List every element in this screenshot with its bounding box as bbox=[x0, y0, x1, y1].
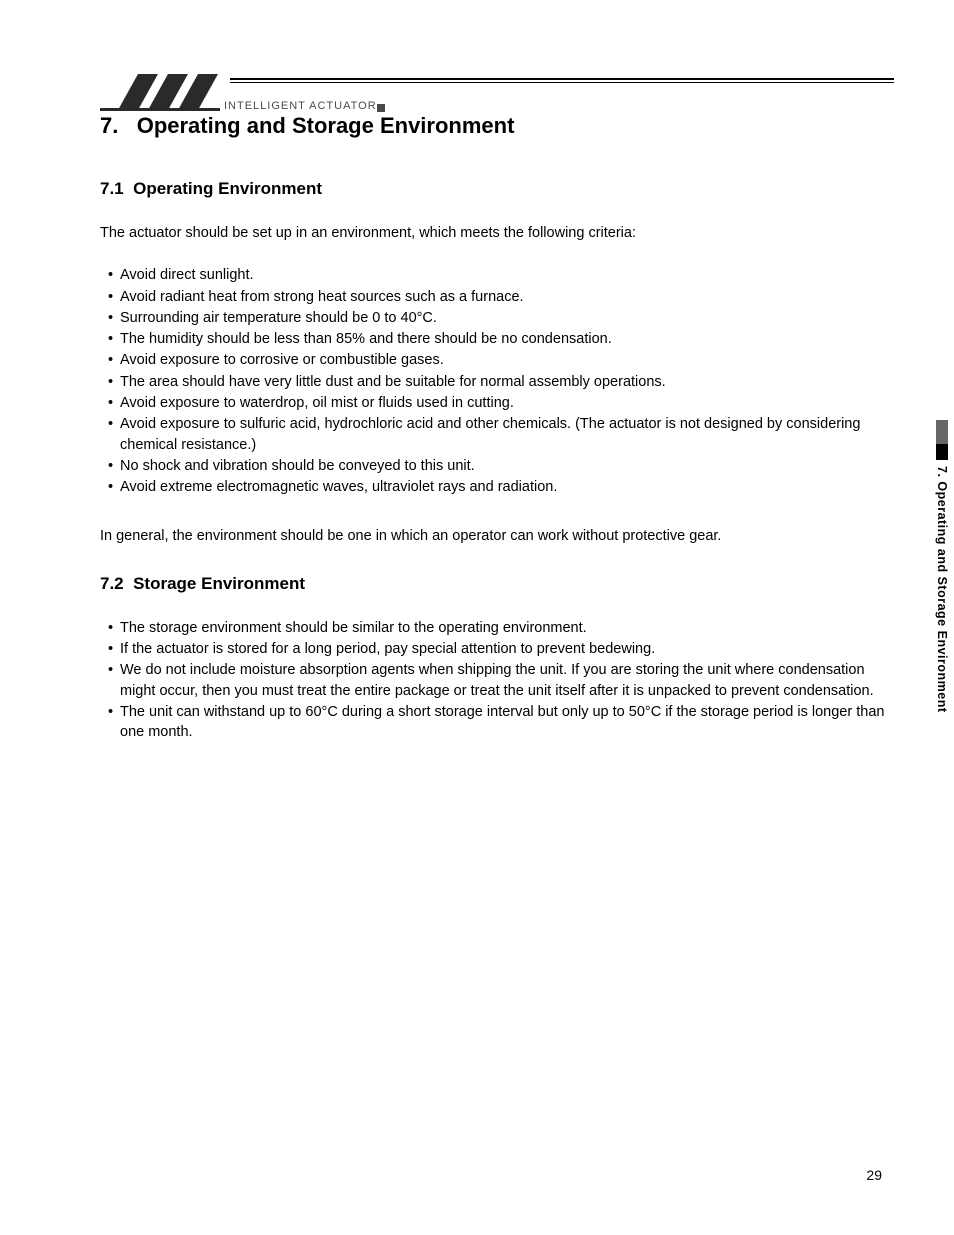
section-heading: 7.2 Storage Environment bbox=[100, 574, 894, 594]
section-intro: The actuator should be set up in an envi… bbox=[100, 223, 894, 243]
brand-logo-icon bbox=[100, 70, 220, 114]
document-page: INTELLIGENT ACTUATOR 7. Operating and St… bbox=[0, 0, 954, 1235]
list-item: The unit can withstand up to 60°C during… bbox=[108, 702, 894, 743]
header-rule-thick bbox=[230, 78, 894, 80]
chapter-heading: 7. Operating and Storage Environment bbox=[100, 113, 894, 139]
page-header: INTELLIGENT ACTUATOR bbox=[100, 70, 894, 83]
side-tab-label: 7. Operating and Storage Environment bbox=[935, 466, 949, 713]
list-item: Surrounding air temperature should be 0 … bbox=[108, 308, 894, 328]
brand-text: INTELLIGENT ACTUATOR bbox=[224, 100, 377, 114]
list-item: No shock and vibration should be conveye… bbox=[108, 456, 894, 476]
header-rule-thin bbox=[230, 82, 894, 83]
bullet-list: The storage environment should be simila… bbox=[100, 618, 894, 743]
section-heading: 7.1 Operating Environment bbox=[100, 179, 894, 199]
list-item: Avoid exposure to corrosive or combustib… bbox=[108, 350, 894, 370]
list-item: Avoid exposure to waterdrop, oil mist or… bbox=[108, 393, 894, 413]
list-item: The humidity should be less than 85% and… bbox=[108, 329, 894, 349]
list-item: We do not include moisture absorption ag… bbox=[108, 660, 894, 701]
section-closing: In general, the environment should be on… bbox=[100, 526, 894, 546]
list-item: Avoid exposure to sulfuric acid, hydroch… bbox=[108, 414, 894, 455]
side-tab: 7. Operating and Storage Environment bbox=[930, 420, 954, 713]
section-number: 7.2 bbox=[100, 574, 124, 593]
list-item: Avoid radiant heat from strong heat sour… bbox=[108, 287, 894, 307]
chapter-number: 7. bbox=[100, 113, 118, 138]
list-item: The area should have very little dust an… bbox=[108, 372, 894, 392]
list-item: Avoid extreme electromagnetic waves, ult… bbox=[108, 477, 894, 497]
list-item: The storage environment should be simila… bbox=[108, 618, 894, 638]
list-item: Avoid direct sunlight. bbox=[108, 265, 894, 285]
tab-marker-icon bbox=[936, 420, 948, 460]
chapter-title: Operating and Storage Environment bbox=[137, 113, 515, 138]
list-item: If the actuator is stored for a long per… bbox=[108, 639, 894, 659]
section-title: Operating Environment bbox=[133, 179, 322, 198]
section-number: 7.1 bbox=[100, 179, 124, 198]
bullet-list: Avoid direct sunlight. Avoid radiant hea… bbox=[100, 265, 894, 497]
logo-area: INTELLIGENT ACTUATOR bbox=[100, 70, 894, 114]
section-title: Storage Environment bbox=[133, 574, 305, 593]
page-number: 29 bbox=[866, 1167, 882, 1183]
